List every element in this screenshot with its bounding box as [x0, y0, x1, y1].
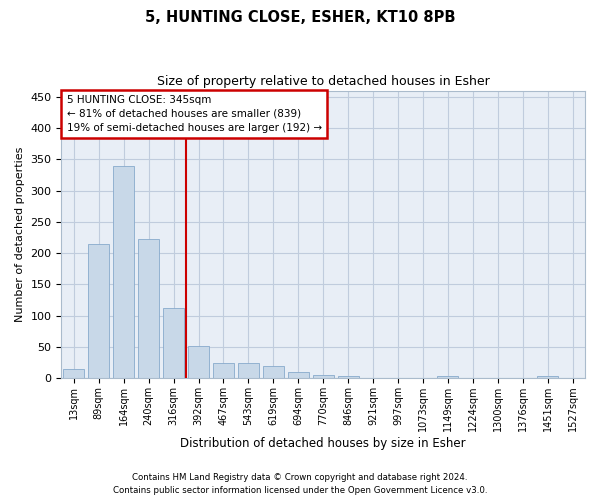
- Bar: [287, 372, 309, 378]
- Bar: [138, 240, 159, 378]
- Bar: [188, 346, 209, 378]
- Text: Contains HM Land Registry data © Crown copyright and database right 2024.
Contai: Contains HM Land Registry data © Crown c…: [113, 474, 487, 495]
- Bar: [338, 376, 359, 378]
- Bar: [88, 244, 109, 378]
- Bar: [163, 308, 184, 378]
- Bar: [63, 369, 85, 378]
- Bar: [537, 376, 558, 378]
- Title: Size of property relative to detached houses in Esher: Size of property relative to detached ho…: [157, 75, 490, 88]
- Bar: [238, 362, 259, 378]
- Text: 5, HUNTING CLOSE, ESHER, KT10 8PB: 5, HUNTING CLOSE, ESHER, KT10 8PB: [145, 10, 455, 25]
- Bar: [313, 375, 334, 378]
- Bar: [437, 376, 458, 378]
- X-axis label: Distribution of detached houses by size in Esher: Distribution of detached houses by size …: [181, 437, 466, 450]
- Text: 5 HUNTING CLOSE: 345sqm
← 81% of detached houses are smaller (839)
19% of semi-d: 5 HUNTING CLOSE: 345sqm ← 81% of detache…: [67, 95, 322, 133]
- Bar: [213, 362, 234, 378]
- Bar: [113, 166, 134, 378]
- Bar: [263, 366, 284, 378]
- Y-axis label: Number of detached properties: Number of detached properties: [15, 146, 25, 322]
